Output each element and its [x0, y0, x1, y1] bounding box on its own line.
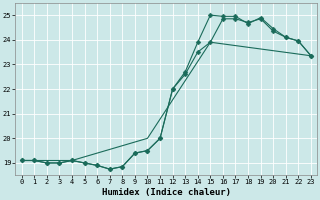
X-axis label: Humidex (Indice chaleur): Humidex (Indice chaleur)	[102, 188, 231, 197]
